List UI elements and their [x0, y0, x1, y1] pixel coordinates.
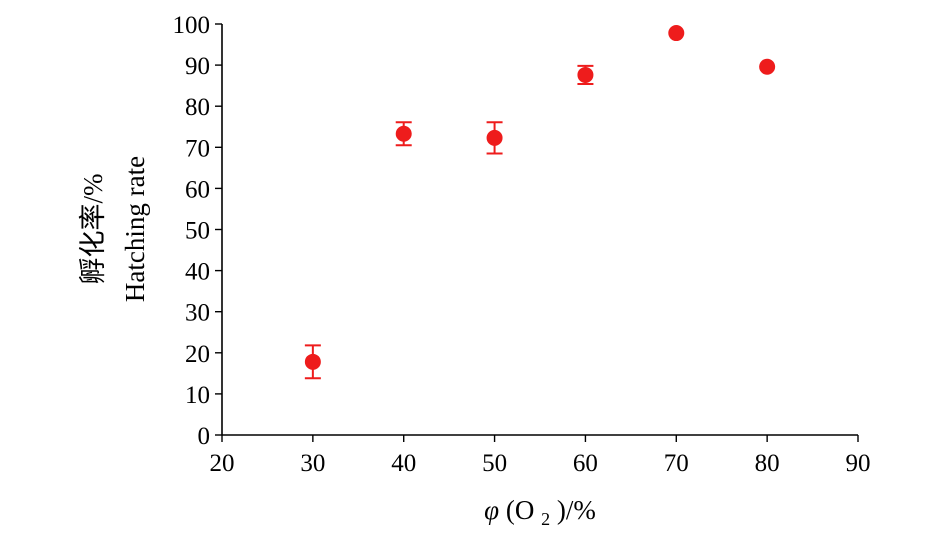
x-tick-label: 20 — [210, 450, 235, 477]
plot-area — [221, 24, 858, 436]
y-axis-ticks: 0 10 20 30 40 50 60 70 80 90 100 — [173, 12, 222, 450]
y-tick-label: 10 — [185, 382, 210, 409]
y-tick-label: 50 — [185, 218, 210, 245]
y-tick-label: 40 — [185, 259, 210, 286]
x-tick-label: 90 — [846, 450, 871, 477]
y-tick-label: 30 — [185, 300, 210, 327]
y-tick-label: 70 — [185, 135, 210, 162]
x-axis-ticks: 20 30 40 50 60 70 80 90 — [210, 435, 871, 477]
x-tick-label: 30 — [300, 450, 325, 477]
x-tick-label: 50 — [482, 450, 507, 477]
x-axis-title-symbol: φ — [484, 495, 499, 525]
data-point — [668, 25, 685, 42]
x-tick-label: 70 — [664, 450, 689, 477]
x-tick-label: 60 — [573, 450, 598, 477]
x-axis-title-close: )/% — [557, 495, 596, 525]
x-axis-title: φ (O 2 )/% — [484, 495, 596, 531]
data-point — [486, 129, 503, 146]
data-point — [395, 125, 412, 142]
x-axis-title-open: (O — [506, 495, 535, 525]
y-tick-label: 60 — [185, 176, 210, 203]
data-point — [304, 353, 321, 370]
data-series — [304, 25, 776, 380]
y-tick-label: 100 — [173, 12, 211, 39]
data-point — [577, 66, 594, 83]
x-tick-label: 40 — [391, 450, 416, 477]
y-axis-title-english: Hatching rate — [120, 156, 150, 302]
data-point — [759, 58, 776, 75]
x-tick-label: 80 — [755, 450, 780, 477]
x-axis-title-subscript: 2 — [541, 509, 550, 529]
y-axis-title-chinese: 孵化率/% — [78, 174, 108, 285]
y-tick-label: 90 — [185, 53, 210, 80]
y-tick-label: 0 — [198, 423, 211, 450]
y-tick-label: 20 — [185, 341, 210, 368]
y-tick-label: 80 — [185, 94, 210, 121]
